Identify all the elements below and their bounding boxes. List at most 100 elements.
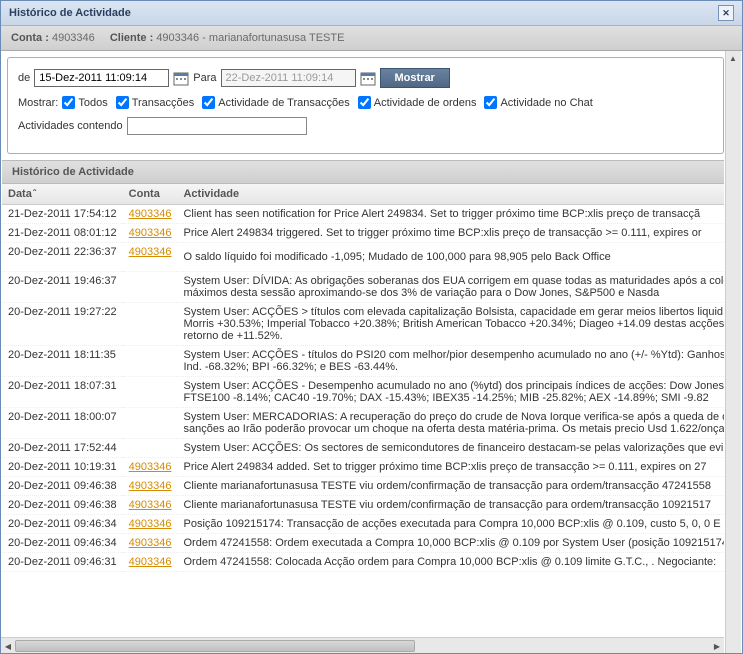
table-row[interactable]: 20-Dez-2011 09:46:31 4903346 Ordem 4724155… — [2, 553, 724, 572]
todos-checkbox[interactable]: Todos — [62, 96, 107, 109]
cell-date: 20-Dez-2011 19:27:22 — [2, 303, 123, 346]
cell-date: 20-Dez-2011 22:36:37 — [2, 243, 123, 272]
conta-link[interactable]: 4903346 — [129, 208, 172, 220]
cliente-label: Cliente : — [110, 32, 153, 44]
account-info-bar: Conta : 4903346 Cliente : 4903346 - mari… — [1, 26, 742, 51]
conta-link[interactable]: 4903346 — [129, 518, 172, 530]
cell-date: 20-Dez-2011 17:52:44 — [2, 439, 123, 458]
cell-activity: Ordem 47241558: Ordem executada a Compra… — [177, 534, 724, 553]
calendar-icon[interactable] — [173, 70, 189, 86]
conta-link[interactable]: 4903346 — [129, 537, 172, 549]
cell-date: 20-Dez-2011 18:11:35 — [2, 346, 123, 377]
table-row[interactable]: 20-Dez-2011 09:46:34 4903346 Ordem 4724155… — [2, 534, 724, 553]
content-area: ▲ de Para Mostrar Mostrar: Todos Transac… — [1, 51, 742, 653]
cell-date: 20-Dez-2011 09:46:38 — [2, 477, 123, 496]
cell-conta — [123, 439, 178, 458]
table-row[interactable]: 20-Dez-2011 09:46:38 4903346 Cliente maria… — [2, 496, 724, 515]
date-filter-row: de Para Mostrar — [18, 68, 713, 88]
scrollbar-thumb[interactable] — [15, 640, 415, 652]
contendo-label: Actividades contendo — [18, 120, 123, 132]
cell-date: 21-Dez-2011 08:01:12 — [2, 224, 123, 243]
cell-date: 20-Dez-2011 18:07:31 — [2, 377, 123, 408]
conta-link[interactable]: 4903346 — [129, 556, 172, 568]
from-date-input[interactable] — [34, 69, 169, 87]
scroll-up-icon[interactable]: ▲ — [726, 51, 740, 65]
cell-activity: Cliente marianafortunasusa TESTE viu ord… — [177, 496, 724, 515]
cell-date: 20-Dez-2011 09:46:34 — [2, 534, 123, 553]
close-icon[interactable]: ✕ — [718, 5, 734, 21]
table-row[interactable]: 20-Dez-2011 09:46:34 4903346 Posição 10921… — [2, 515, 724, 534]
horizontal-scrollbar[interactable]: ◀ ▶ — [1, 637, 724, 653]
title-bar: Histórico de Actividade ✕ — [1, 1, 742, 26]
scroll-left-icon[interactable]: ◀ — [1, 639, 15, 653]
table-row[interactable]: 20-Dez-2011 18:07:31 System User: ACÇÕES … — [2, 377, 724, 408]
cell-date: 21-Dez-2011 17:54:12 — [2, 205, 123, 224]
cell-conta — [123, 346, 178, 377]
cell-conta — [123, 272, 178, 303]
window-title: Histórico de Actividade — [9, 7, 131, 19]
cell-activity: System User: DÍVIDA: As obrigações sober… — [177, 272, 724, 303]
cliente-value: 4903346 - marianafortunasusa TESTE — [156, 32, 344, 44]
cell-activity: Price Alert 249834 added. Set to trigger… — [177, 458, 724, 477]
table-row[interactable]: 20-Dez-2011 09:46:38 4903346 Cliente maria… — [2, 477, 724, 496]
table-row[interactable]: 20-Dez-2011 19:27:22 System User: ACÇÕES … — [2, 303, 724, 346]
to-date-input[interactable] — [221, 69, 356, 87]
table-row[interactable]: 20-Dez-2011 19:46:37 System User: DÍVIDA:… — [2, 272, 724, 303]
actividade-ordens-checkbox[interactable]: Actividade de ordens — [358, 96, 477, 109]
cell-activity: System User: ACÇÕES - Desempenho acumula… — [177, 377, 724, 408]
vertical-scrollbar[interactable]: ▲ — [725, 51, 741, 653]
cell-activity: System User: ACÇÕES - títulos do PSI20 c… — [177, 346, 724, 377]
cell-activity: Price Alert 249834 triggered. Set to tri… — [177, 224, 724, 243]
section-header: Histórico de Actividade — [2, 160, 724, 184]
cell-conta: 4903346 — [123, 534, 178, 553]
cell-activity: System User: ACÇÕES: Os sectores de semi… — [177, 439, 724, 458]
conta-link[interactable]: 4903346 — [129, 246, 172, 258]
table-row[interactable]: 20-Dez-2011 10:19:314903346Price Alert 2… — [2, 458, 724, 477]
conta-link[interactable]: 4903346 — [129, 461, 172, 473]
cell-date: 20-Dez-2011 09:46:38 — [2, 496, 123, 515]
cell-conta: 4903346 — [123, 553, 178, 572]
cell-conta — [123, 377, 178, 408]
filter-panel: de Para Mostrar Mostrar: Todos Transacçõ… — [7, 57, 724, 154]
col-header-actividade[interactable]: Actividade — [177, 184, 724, 205]
table-row[interactable]: 20-Dez-2011 18:11:35 System User: ACÇÕES … — [2, 346, 724, 377]
table-row[interactable]: 20-Dez-2011 18:00:07System User: MERCADO… — [2, 408, 724, 439]
transaccoes-checkbox[interactable]: Transacções — [116, 96, 195, 109]
table-row[interactable]: 20-Dez-2011 17:52:44 System User: ACÇÕES:… — [2, 439, 724, 458]
cell-conta: 4903346 — [123, 243, 178, 272]
table-row[interactable]: 21-Dez-2011 17:54:124903346Client has se… — [2, 205, 724, 224]
checkbox-filter-row: Mostrar: Todos Transacções Actividade de… — [18, 96, 713, 109]
table-row[interactable]: 21-Dez-2011 08:01:12 4903346 Price Alert 2… — [2, 224, 724, 243]
actividade-chat-checkbox[interactable]: Actividade no Chat — [484, 96, 592, 109]
col-header-conta[interactable]: Conta — [123, 184, 178, 205]
cell-activity: System User: ACÇÕES > títulos com elevad… — [177, 303, 724, 346]
col-header-data[interactable]: Data — [2, 184, 123, 205]
table-row[interactable]: 20-Dez-2011 22:36:374903346O saldo líqui… — [2, 243, 724, 272]
cell-conta: 4903346 — [123, 224, 178, 243]
cell-activity: Cliente marianafortunasusa TESTE viu ord… — [177, 477, 724, 496]
conta-link[interactable]: 4903346 — [129, 227, 172, 239]
cell-conta: 4903346 — [123, 496, 178, 515]
cell-activity: Ordem 47241558: Colocada Acção ordem par… — [177, 553, 724, 572]
cell-date: 20-Dez-2011 09:46:34 — [2, 515, 123, 534]
cell-activity: Posição 109215174: Transacção de acções … — [177, 515, 724, 534]
cell-date: 20-Dez-2011 09:46:31 — [2, 553, 123, 572]
scroll-right-icon[interactable]: ▶ — [710, 639, 724, 653]
conta-value: 4903346 — [52, 32, 95, 44]
conta-link[interactable]: 4903346 — [129, 480, 172, 492]
actividade-transaccoes-checkbox[interactable]: Actividade de Transacções — [202, 96, 349, 109]
activity-history-window: Histórico de Actividade ✕ Conta : 490334… — [0, 0, 743, 654]
cell-conta — [123, 303, 178, 346]
text-filter-row: Actividades contendo — [18, 117, 713, 135]
conta-link[interactable]: 4903346 — [129, 499, 172, 511]
mostrar-label: Mostrar: — [18, 97, 58, 109]
activity-table: Data Conta Actividade 21-Dez-2011 17:54:… — [2, 184, 724, 572]
contendo-input[interactable] — [127, 117, 307, 135]
show-button[interactable]: Mostrar — [380, 68, 450, 88]
cell-date: 20-Dez-2011 19:46:37 — [2, 272, 123, 303]
cell-conta — [123, 408, 178, 439]
cell-conta: 4903346 — [123, 515, 178, 534]
cell-conta: 4903346 — [123, 458, 178, 477]
calendar-icon[interactable] — [360, 70, 376, 86]
activity-table-container[interactable]: Data Conta Actividade 21-Dez-2011 17:54:… — [2, 184, 724, 637]
